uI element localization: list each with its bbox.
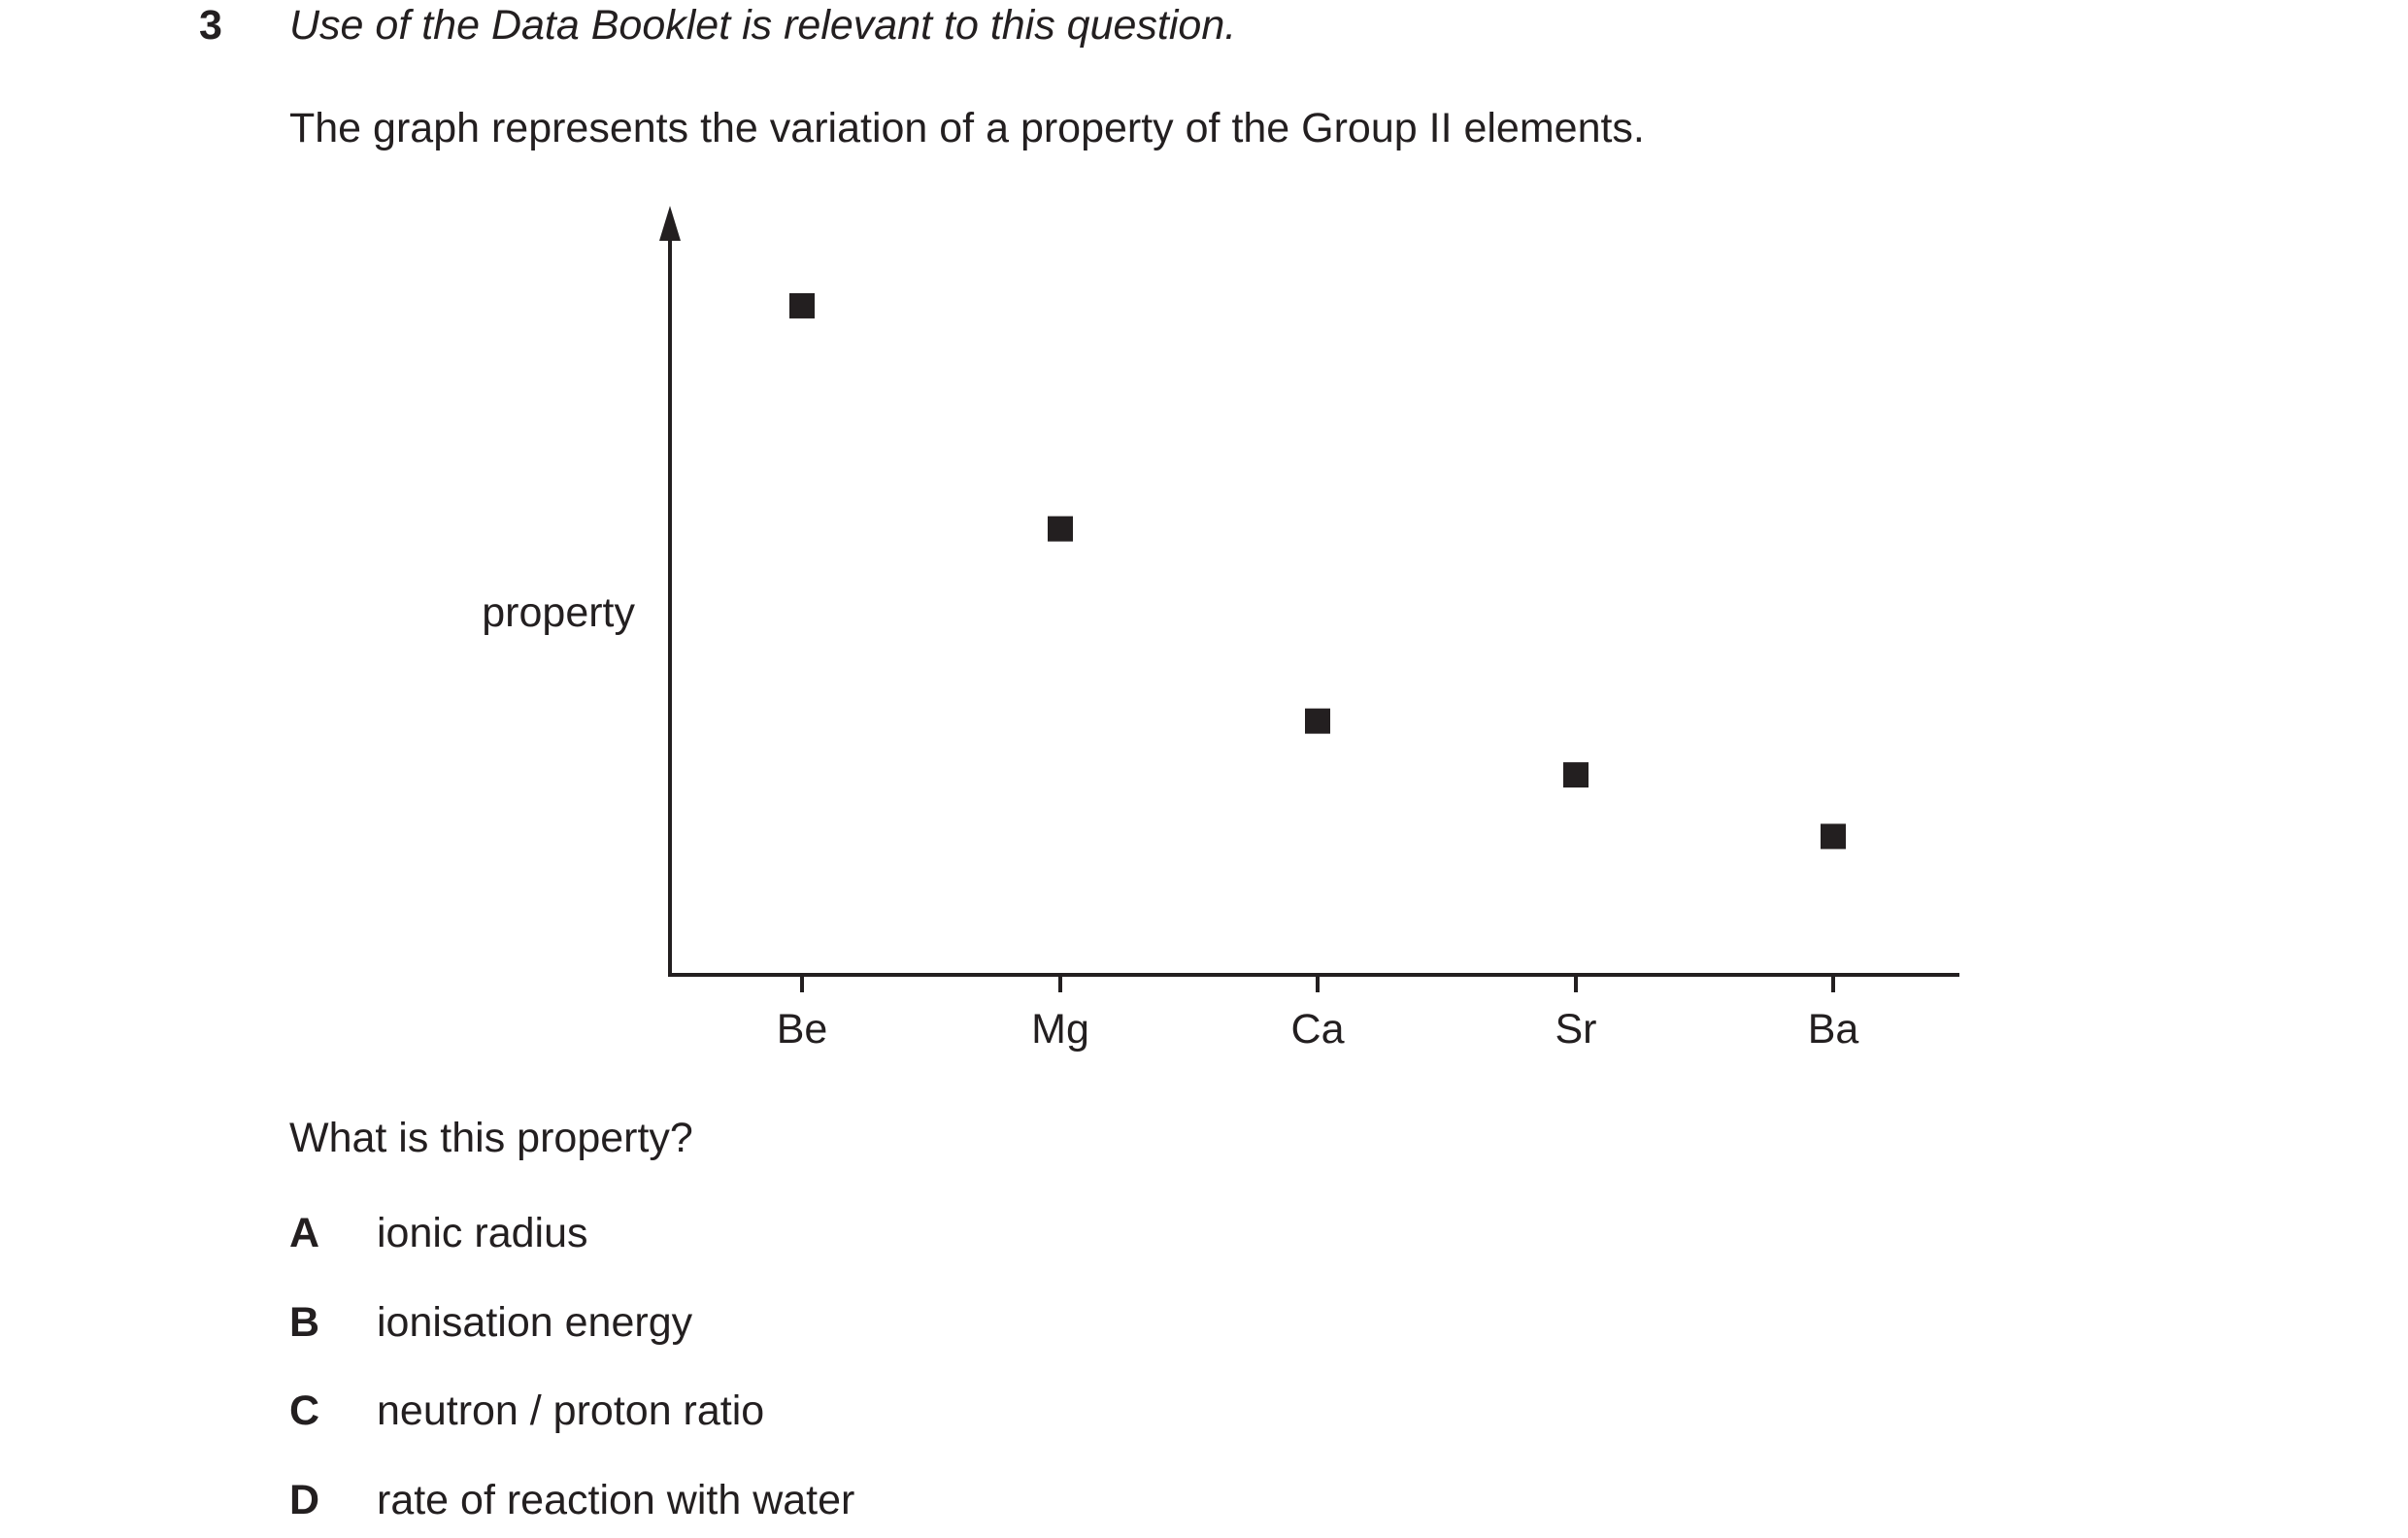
data-point-sr [1563,762,1589,788]
question-prompt: What is this property? [289,1115,693,1161]
question-instruction: Use of the Data Booklet is relevant to t… [289,2,1237,49]
question-number: 3 [199,2,222,49]
x-tick-label-ca: Ca [1291,1006,1345,1053]
y-axis-arrow [659,206,681,241]
option-text: rate of reaction with water [377,1477,855,1523]
x-ticks [800,975,1835,992]
option-text: ionisation energy [377,1299,693,1346]
data-point-ca [1305,708,1330,734]
y-axis-label: property [482,589,635,636]
option-letter: B [289,1299,320,1346]
x-tick-label-mg: Mg [1031,1006,1089,1053]
data-points [789,292,1846,850]
data-point-be [789,292,815,318]
data-point-mg [1048,516,1073,542]
option-letter: D [289,1477,320,1523]
question-stem: The graph represents the variation of a … [289,105,1645,151]
x-tick-label-sr: Sr [1555,1006,1597,1053]
x-tick-label-ba: Ba [1808,1006,1859,1053]
option-letter: C [289,1388,320,1434]
x-tick-labels: Be Mg Ca Sr Ba [777,1006,1859,1053]
option-text: ionic radius [377,1210,588,1256]
option-text: neutron / proton ratio [377,1388,765,1434]
option-letter: A [289,1210,320,1256]
data-point-ba [1821,823,1846,850]
axes [659,206,1959,977]
x-tick-label-be: Be [777,1006,828,1053]
